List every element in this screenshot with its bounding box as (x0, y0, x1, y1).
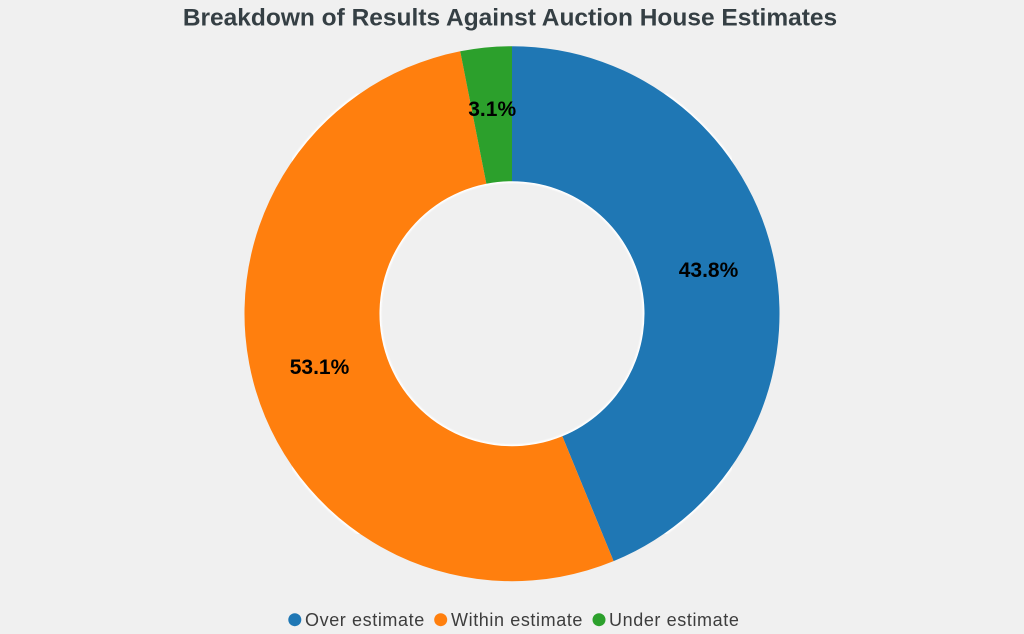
svg-text:Within estimate: Within estimate (451, 610, 583, 630)
svg-text:3.1%: 3.1% (468, 98, 516, 121)
svg-text:Over estimate: Over estimate (305, 610, 425, 630)
svg-text:43.8%: 43.8% (679, 259, 739, 282)
svg-text:53.1%: 53.1% (290, 356, 350, 379)
svg-text:Breakdown of Results Against A: Breakdown of Results Against Auction Hou… (183, 5, 837, 32)
svg-text:Under estimate: Under estimate (609, 610, 739, 630)
